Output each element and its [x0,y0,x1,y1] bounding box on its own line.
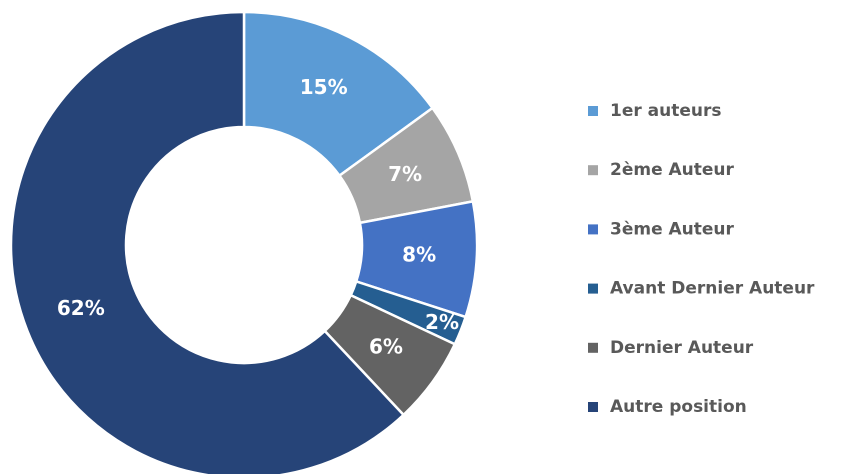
legend-label: 2ème Auteur [610,160,735,180]
slice [242,10,435,178]
data-label: 8% [402,243,436,267]
legend-swatch [588,402,598,412]
legend-label: Avant Dernier Auteur [610,279,815,299]
legend-swatch [588,224,598,235]
legend-label: Dernier Auteur [610,338,754,358]
data-label: 15% [300,75,348,99]
data-label: 6% [369,335,403,359]
legend-swatch [588,165,598,176]
legend-label: Autre position [610,397,747,417]
legend-label: 1er auteurs [610,101,722,121]
legend-swatch [588,106,598,116]
data-label: 62% [57,296,105,320]
legend-label: 3ème Auteur [610,219,735,239]
data-label: 7% [388,162,422,186]
legend-swatch [588,342,598,353]
slice [9,10,406,474]
data-label: 2% [425,310,459,334]
legend-swatch [588,283,598,294]
